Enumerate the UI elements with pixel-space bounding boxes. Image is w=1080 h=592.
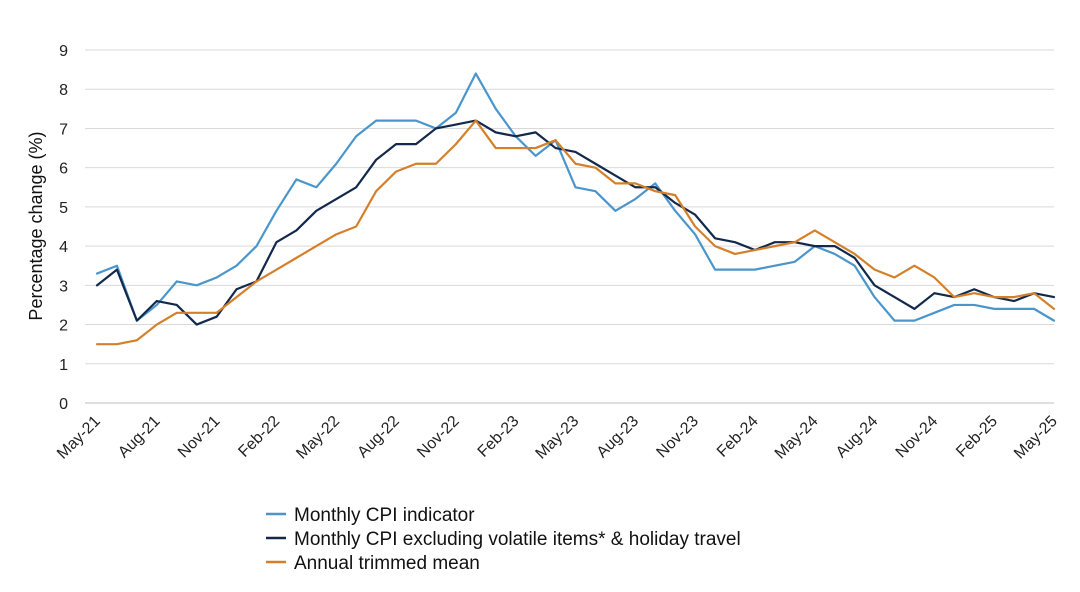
x-tick-label: May-22 [293, 413, 343, 463]
y-tick-label: 1 [59, 357, 68, 374]
x-tick-label: Feb-22 [235, 413, 283, 461]
x-tick-label: Feb-23 [475, 413, 523, 461]
y-tick-label: 2 [59, 318, 68, 335]
x-tick-label: Feb-25 [953, 413, 1001, 461]
x-tick-label: May-23 [533, 413, 583, 463]
x-tick-label: Nov-23 [653, 413, 702, 462]
y-tick-label: 9 [59, 43, 68, 60]
y-tick-label: 0 [59, 396, 68, 413]
x-tick-label: Aug-24 [833, 413, 882, 462]
legend-label: Monthly CPI indicator [294, 505, 475, 526]
x-tick-label: May-21 [54, 413, 104, 463]
y-tick-label: 6 [59, 161, 68, 178]
x-tick-label: Nov-24 [893, 413, 942, 462]
y-axis-ticks: 0 1 2 3 4 5 6 7 8 9 [59, 43, 68, 413]
x-tick-label: Nov-21 [175, 413, 224, 462]
y-tick-label: 5 [59, 200, 68, 217]
series-line-1 [95, 72, 1056, 322]
x-tick-label: May-24 [772, 413, 822, 463]
x-axis-ticks: May-21 Aug-21 Nov-21 Feb-22 May-22 Aug-22 Nov-… [54, 413, 1061, 463]
x-tick-label: Aug-22 [354, 413, 403, 462]
x-tick-label: May-25 [1011, 413, 1061, 463]
x-tick-label: Aug-23 [594, 413, 643, 462]
gridlines [85, 49, 1054, 404]
y-tick-label: 3 [59, 278, 68, 295]
y-tick-label: 4 [59, 239, 68, 256]
legend-label: Monthly CPI excluding volatile items* & … [294, 529, 741, 550]
series-line-3 [95, 119, 1056, 346]
y-tick-label: 8 [59, 82, 68, 99]
series-lines [95, 72, 1056, 346]
x-tick-label: Aug-21 [115, 413, 164, 462]
y-axis-title: Percentage change (%) [26, 131, 46, 320]
x-tick-label: Nov-22 [414, 413, 463, 462]
legend: Monthly CPI indicator Monthly CPI excludi… [266, 505, 741, 574]
y-tick-label: 7 [59, 121, 68, 138]
legend-label: Annual trimmed mean [294, 553, 480, 574]
x-tick-label: Feb-24 [714, 413, 762, 461]
